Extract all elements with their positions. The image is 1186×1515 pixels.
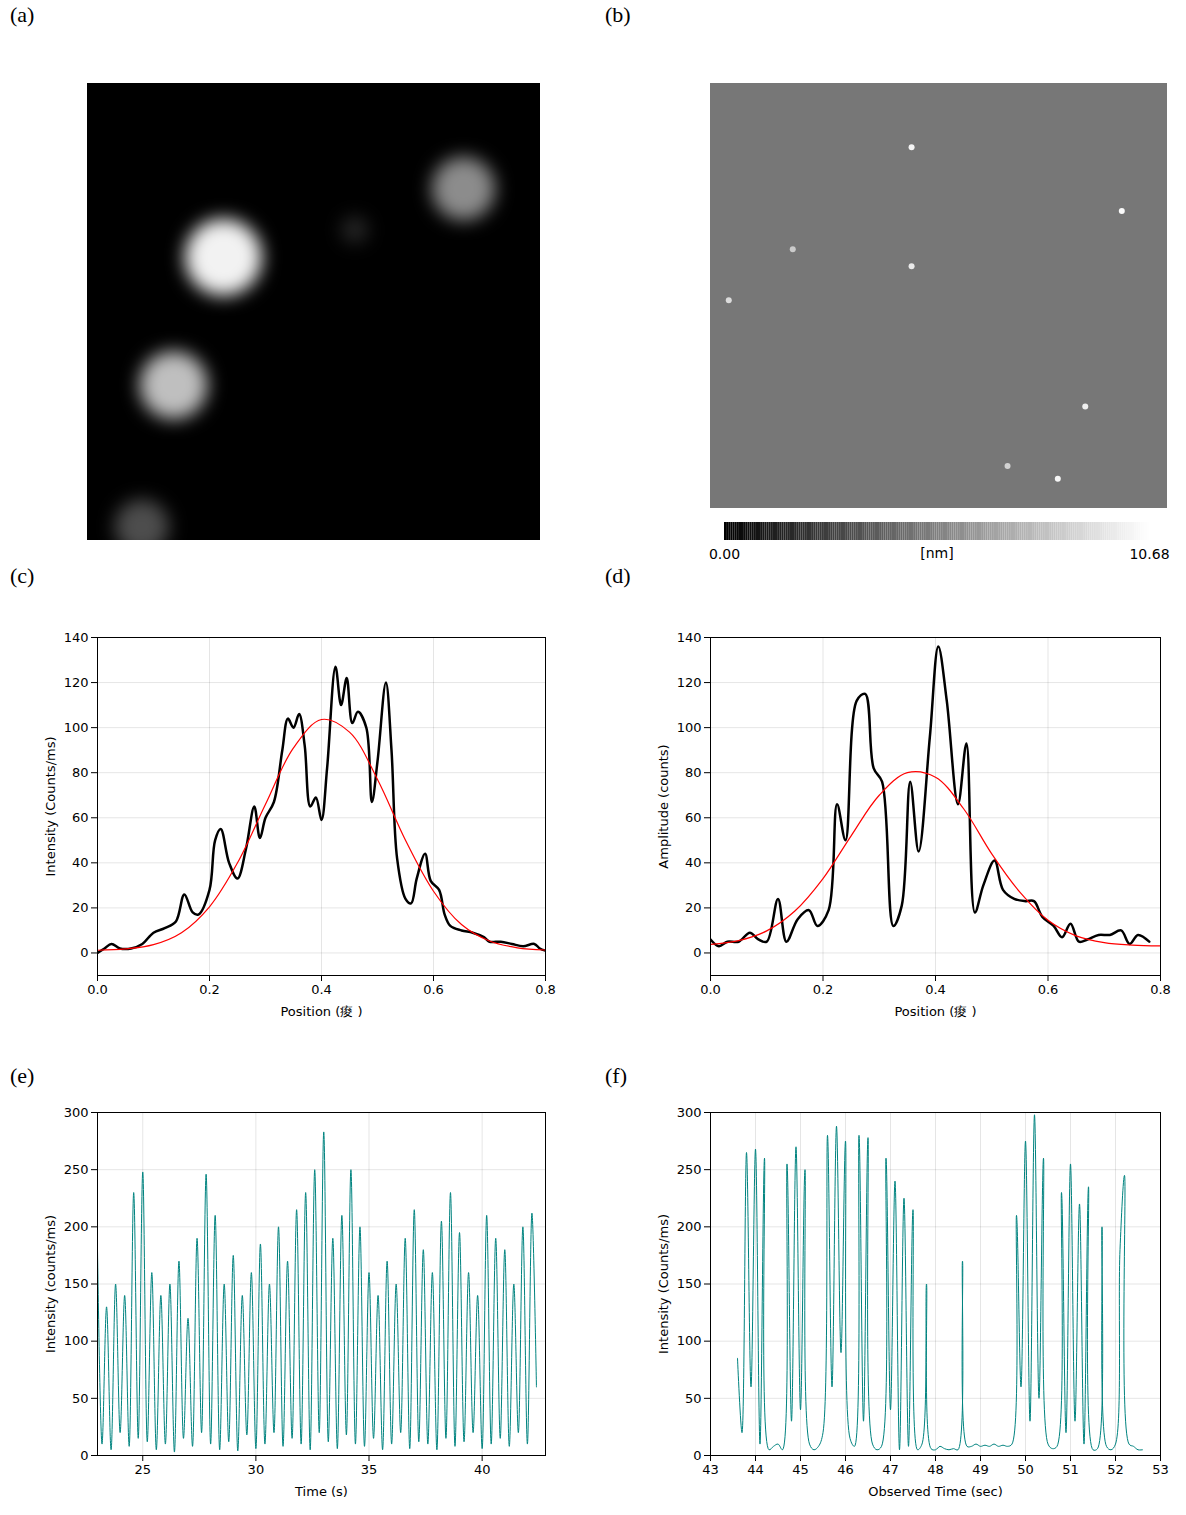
svg-text:80: 80 bbox=[72, 765, 89, 780]
svg-text:100: 100 bbox=[677, 1333, 702, 1348]
svg-text:45: 45 bbox=[792, 1462, 809, 1477]
svg-text:250: 250 bbox=[64, 1162, 89, 1177]
svg-text:0.2: 0.2 bbox=[199, 982, 220, 997]
svg-text:0.8: 0.8 bbox=[535, 982, 556, 997]
svg-text:40: 40 bbox=[474, 1462, 491, 1477]
svg-text:46: 46 bbox=[837, 1462, 854, 1477]
svg-text:0: 0 bbox=[693, 945, 701, 960]
svg-text:0.4: 0.4 bbox=[311, 982, 332, 997]
svg-text:20: 20 bbox=[685, 900, 702, 915]
html-text:(b): (b) bbox=[605, 2, 631, 27]
svg-text:140: 140 bbox=[677, 630, 702, 645]
svg-text:Intensity (Counts/ms): Intensity (Counts/ms) bbox=[43, 736, 58, 876]
svg-text:250: 250 bbox=[677, 1162, 702, 1177]
svg-text:0.8: 0.8 bbox=[1150, 982, 1171, 997]
svg-text:0.6: 0.6 bbox=[1038, 982, 1059, 997]
svg-text:0.2: 0.2 bbox=[813, 982, 834, 997]
html-text:(e): (e) bbox=[10, 1063, 35, 1088]
svg-text:40: 40 bbox=[72, 855, 89, 870]
svg-text:50: 50 bbox=[1017, 1462, 1034, 1477]
svg-text:100: 100 bbox=[677, 720, 702, 735]
svg-text:300: 300 bbox=[677, 1105, 702, 1120]
svg-text:0: 0 bbox=[80, 945, 88, 960]
html-text:(c): (c) bbox=[10, 563, 35, 588]
svg-text:100: 100 bbox=[64, 1333, 89, 1348]
svg-text:Intensity (counts/ms): Intensity (counts/ms) bbox=[43, 1215, 58, 1353]
svg-text:Observed Time (sec): Observed Time (sec) bbox=[868, 1484, 1003, 1499]
svg-text:35: 35 bbox=[361, 1462, 378, 1477]
svg-text:40: 40 bbox=[685, 855, 702, 870]
svg-text:30: 30 bbox=[248, 1462, 265, 1477]
html-text:(d): (d) bbox=[605, 563, 631, 588]
svg-text:52: 52 bbox=[1107, 1462, 1124, 1477]
svg-text:48: 48 bbox=[927, 1462, 944, 1477]
svg-text:0.00: 0.00 bbox=[709, 546, 740, 562]
svg-text:0: 0 bbox=[693, 1448, 701, 1463]
svg-text:Position (痠 ): Position (痠 ) bbox=[280, 1004, 362, 1019]
svg-text:150: 150 bbox=[64, 1276, 89, 1291]
svg-text:Amplitude (counts): Amplitude (counts) bbox=[656, 744, 671, 868]
svg-text:150: 150 bbox=[677, 1276, 702, 1291]
svg-text:100: 100 bbox=[64, 720, 89, 735]
svg-text:0.6: 0.6 bbox=[423, 982, 444, 997]
svg-text:53: 53 bbox=[1152, 1462, 1169, 1477]
html-text:(a): (a) bbox=[10, 2, 35, 27]
svg-text:Intensity (Counts/ms): Intensity (Counts/ms) bbox=[656, 1214, 671, 1354]
svg-text:43: 43 bbox=[702, 1462, 719, 1477]
svg-text:49: 49 bbox=[972, 1462, 989, 1477]
svg-text:0.0: 0.0 bbox=[700, 982, 721, 997]
svg-text:51: 51 bbox=[1062, 1462, 1079, 1477]
svg-text:120: 120 bbox=[64, 675, 89, 690]
svg-text:200: 200 bbox=[677, 1219, 702, 1234]
svg-text:0.0: 0.0 bbox=[87, 982, 108, 997]
svg-text:0: 0 bbox=[80, 1448, 88, 1463]
svg-text:60: 60 bbox=[72, 810, 89, 825]
svg-text:25: 25 bbox=[134, 1462, 151, 1477]
svg-text:[nm]: [nm] bbox=[920, 545, 953, 561]
svg-text:50: 50 bbox=[72, 1390, 89, 1405]
svg-text:140: 140 bbox=[64, 630, 89, 645]
svg-text:120: 120 bbox=[677, 675, 702, 690]
svg-text:200: 200 bbox=[64, 1219, 89, 1234]
svg-text:300: 300 bbox=[64, 1105, 89, 1120]
svg-text:80: 80 bbox=[685, 765, 702, 780]
svg-text:60: 60 bbox=[685, 810, 702, 825]
html-text:(f): (f) bbox=[605, 1063, 627, 1088]
svg-text:Position (痠 ): Position (痠 ) bbox=[894, 1004, 976, 1019]
svg-text:Time (s): Time (s) bbox=[294, 1484, 348, 1499]
svg-text:10.68: 10.68 bbox=[1129, 546, 1169, 562]
svg-text:47: 47 bbox=[882, 1462, 899, 1477]
svg-text:0.4: 0.4 bbox=[925, 982, 946, 997]
svg-text:44: 44 bbox=[747, 1462, 764, 1477]
svg-text:20: 20 bbox=[72, 900, 89, 915]
svg-text:50: 50 bbox=[685, 1390, 702, 1405]
